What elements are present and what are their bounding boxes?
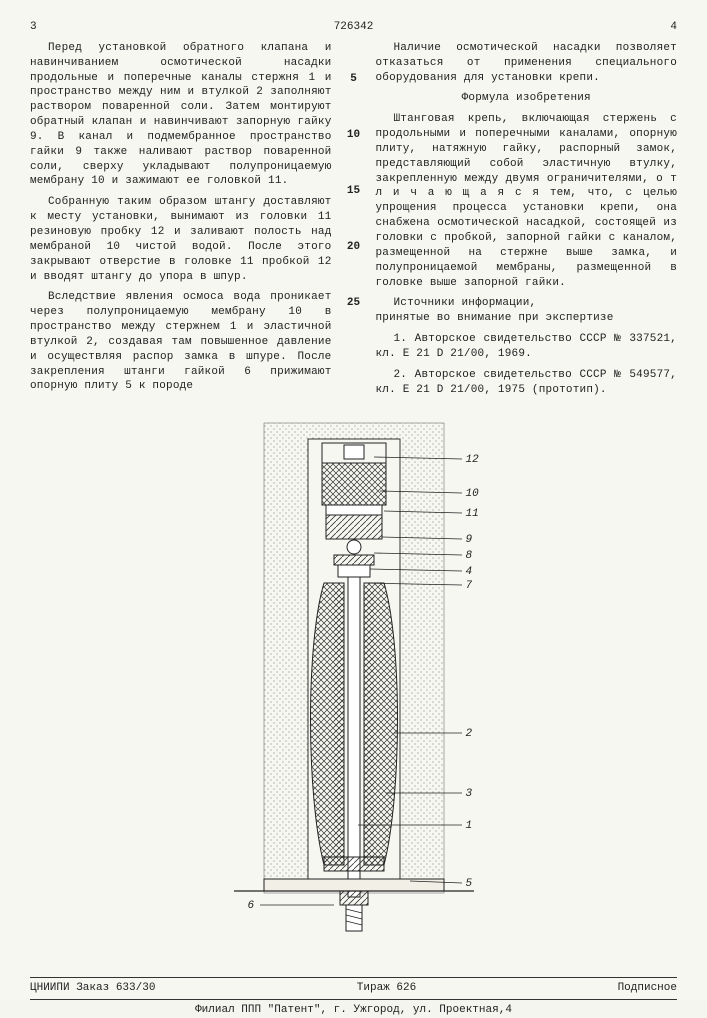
callout-10: 10	[466, 487, 479, 502]
two-column-text: Перед установкой обратного клапана и нав…	[30, 41, 677, 404]
line-num: 20	[347, 240, 360, 255]
para: Собранную таким образом штангу доставляю…	[30, 195, 332, 284]
footer-branch: Филиал ППП "Патент", г. Ужгород, ул. Про…	[195, 1004, 512, 1016]
para: Вследствие явления осмоса вода проникает…	[30, 290, 332, 394]
footer-sign: Подписное	[618, 981, 677, 996]
callout-8: 8	[466, 549, 473, 564]
claims-title: Формула изобретения	[376, 91, 678, 106]
callout-1: 1	[466, 819, 473, 834]
line-number-gutter: 5 10 15 20 25	[346, 41, 362, 404]
line-num: 15	[347, 184, 360, 199]
footer-order: ЦНИИПИ Заказ 633/30	[30, 981, 155, 996]
callout-6: 6	[248, 899, 255, 914]
source-ref: 2. Авторское свидетельство СССР № 549577…	[376, 368, 678, 398]
source-ref: 1. Авторское свидетельство СССР № 337521…	[376, 332, 678, 362]
sources-sub: принятые во внимание при экспертизе	[376, 311, 678, 326]
page-num-left: 3	[30, 20, 37, 35]
callout-11: 11	[466, 507, 479, 522]
para: Наличие осмотической насадки позволяет о…	[376, 41, 678, 86]
footer-top: ЦНИИПИ Заказ 633/30 Тираж 626 Подписное	[30, 977, 677, 996]
patent-page: 3 726342 4 Перед установкой обратного кл…	[0, 0, 707, 1000]
header-row: 3 726342 4	[30, 20, 677, 35]
para: Штанговая крепь, включающая стержень с п…	[376, 112, 678, 290]
callout-7: 7	[466, 579, 473, 594]
callout-2: 2	[466, 727, 473, 742]
callout-3: 3	[466, 787, 473, 802]
patent-number: 726342	[334, 20, 374, 35]
page-num-right: 4	[670, 20, 677, 35]
line-num: 25	[347, 296, 360, 311]
right-column: Наличие осмотической насадки позволяет о…	[376, 41, 678, 404]
callout-4: 4	[466, 565, 473, 580]
line-num: 10	[347, 128, 360, 143]
footer-bottom: Филиал ППП "Патент", г. Ужгород, ул. Про…	[30, 999, 677, 1018]
figure-svg	[174, 413, 534, 973]
figure: 12 10 11 9 8 4 7 2 3 1 5 6	[174, 413, 534, 973]
callout-5: 5	[466, 877, 473, 892]
callout-12: 12	[466, 453, 479, 468]
left-column: Перед установкой обратного клапана и нав…	[30, 41, 332, 404]
para: Перед установкой обратного клапана и нав…	[30, 41, 332, 189]
line-num: 5	[350, 72, 357, 87]
sources-title: Источники информации,	[376, 296, 678, 311]
callout-9: 9	[466, 533, 473, 548]
footer-tirazh: Тираж 626	[357, 981, 416, 996]
